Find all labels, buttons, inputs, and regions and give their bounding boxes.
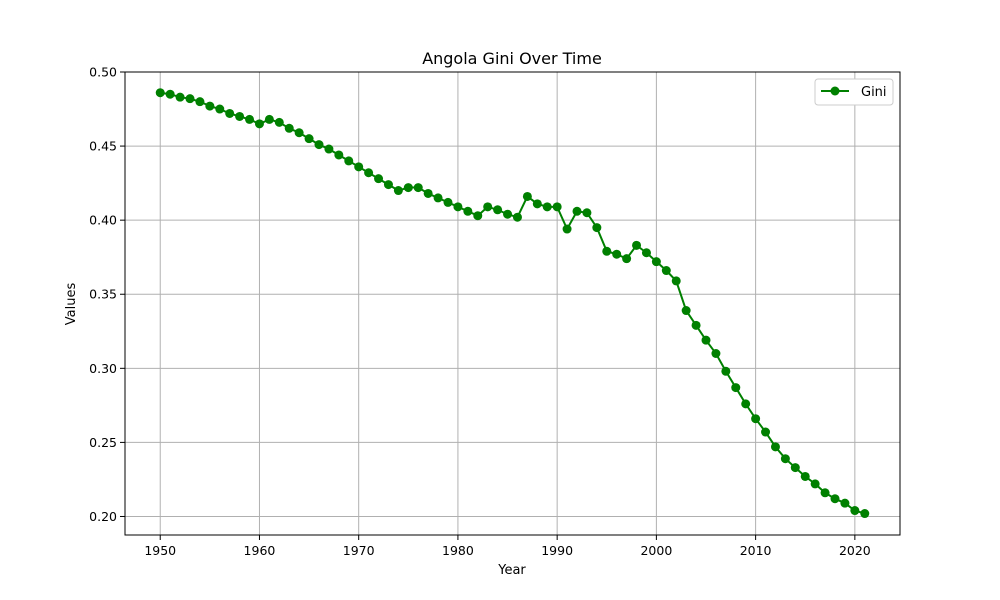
data-point	[254, 119, 264, 129]
data-point	[780, 454, 790, 464]
x-tick-label: 1960	[244, 543, 276, 558]
data-point	[205, 101, 215, 111]
data-point	[731, 383, 741, 393]
data-point	[721, 366, 731, 376]
data-point	[493, 205, 503, 215]
data-point	[552, 202, 562, 212]
data-point	[651, 257, 661, 267]
data-point	[800, 471, 810, 481]
data-point	[473, 211, 483, 221]
data-point	[225, 108, 235, 118]
legend-label-gini: Gini	[861, 85, 887, 100]
data-point	[810, 479, 820, 489]
x-tick-label: 1980	[442, 543, 474, 558]
data-point	[512, 212, 522, 222]
data-point	[453, 202, 463, 212]
data-point	[274, 117, 284, 127]
data-point	[840, 498, 850, 508]
x-tick-label: 1990	[541, 543, 573, 558]
data-point	[701, 335, 711, 345]
data-point	[354, 162, 364, 172]
data-point	[632, 240, 642, 250]
legend: Gini	[814, 78, 894, 106]
data-point	[741, 399, 751, 409]
data-point	[334, 150, 344, 160]
data-point	[691, 320, 701, 330]
data-point	[751, 414, 761, 424]
legend-box	[814, 78, 894, 106]
data-point	[820, 488, 830, 498]
y-axis-label: Values	[64, 283, 79, 326]
data-point	[641, 248, 651, 258]
data-point	[790, 463, 800, 473]
x-axis: 1950 1960 1970 1980 1990 2000 2010 2020	[144, 535, 871, 558]
data-point	[264, 114, 274, 124]
data-point	[413, 183, 423, 193]
data-point	[324, 144, 334, 154]
data-point	[850, 506, 860, 516]
data-point	[165, 89, 175, 99]
data-point	[770, 442, 780, 452]
y-tick-label: 0.45	[89, 139, 117, 154]
data-point	[860, 509, 870, 519]
data-point	[671, 276, 681, 286]
data-point	[572, 206, 582, 216]
data-point	[284, 123, 294, 133]
data-point	[711, 349, 721, 359]
x-tick-label: 1970	[343, 543, 375, 558]
x-tick-label: 1950	[144, 543, 176, 558]
y-tick-label: 0.20	[89, 509, 117, 524]
data-point	[542, 202, 552, 212]
data-point	[215, 104, 225, 114]
data-point	[185, 94, 195, 104]
data-point	[582, 208, 592, 218]
y-tick-label: 0.35	[89, 287, 117, 302]
data-point	[602, 246, 612, 256]
x-tick-label: 2000	[640, 543, 672, 558]
data-point	[304, 134, 314, 144]
data-point	[532, 199, 542, 209]
x-tick-label: 2020	[839, 543, 871, 558]
data-point	[433, 193, 443, 203]
data-point	[235, 111, 245, 121]
y-tick-label: 0.50	[89, 65, 117, 80]
data-point	[592, 223, 602, 233]
data-point	[175, 92, 185, 102]
data-point	[195, 97, 205, 107]
data-point	[503, 209, 513, 219]
y-axis: 0.20 0.25 0.30 0.35 0.40 0.45 0.50	[89, 65, 125, 524]
data-point	[374, 174, 384, 184]
data-point	[423, 188, 433, 198]
data-point	[314, 140, 324, 150]
chart-title: Angola Gini Over Time	[422, 49, 602, 68]
data-point	[393, 186, 403, 196]
data-point	[403, 183, 413, 193]
data-point	[364, 168, 374, 178]
data-point	[622, 254, 632, 264]
data-point	[344, 156, 354, 166]
y-tick-label: 0.40	[89, 213, 117, 228]
data-point	[443, 197, 453, 207]
data-point	[830, 494, 840, 504]
data-point	[562, 224, 572, 234]
data-point	[155, 88, 165, 98]
x-tick-label: 2010	[740, 543, 772, 558]
data-point	[245, 114, 255, 124]
data-point	[612, 249, 622, 259]
legend-marker	[830, 86, 840, 96]
data-point	[681, 306, 691, 316]
y-tick-label: 0.25	[89, 435, 117, 450]
data-point	[294, 128, 304, 138]
data-point	[483, 202, 493, 212]
data-point	[463, 206, 473, 216]
data-point	[761, 427, 771, 437]
series-layer	[155, 88, 870, 519]
data-point	[383, 180, 393, 190]
data-point	[522, 191, 532, 201]
plot-frame	[124, 71, 901, 536]
y-tick-label: 0.30	[89, 361, 117, 376]
x-axis-label: Year	[497, 563, 526, 578]
data-point	[661, 266, 671, 276]
